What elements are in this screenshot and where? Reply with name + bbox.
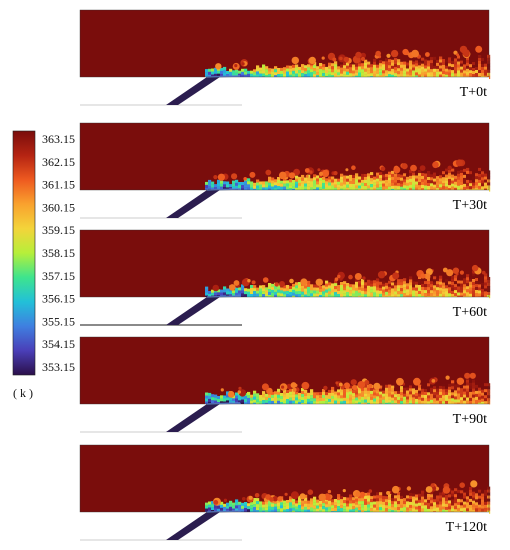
panels: T+0t T+30t T+60t T+90t T+120t (79, 9, 491, 543)
contour-panel: T+120t (79, 444, 491, 543)
time-label: T+0t (460, 85, 487, 100)
colorbar-tick-label: 357.15 (42, 269, 75, 283)
colorbar-tick-label: 358.15 (42, 246, 75, 260)
injector-duct (166, 404, 220, 432)
injector-duct (166, 190, 220, 218)
contour-panel: T+90t (79, 336, 491, 435)
colorbar-tick-label: 362.15 (42, 155, 75, 169)
colorbar-tick-label: 354.15 (42, 337, 75, 351)
injector-duct (166, 77, 220, 105)
colorbar-tick-label: 361.15 (42, 178, 75, 192)
colorbar-tick-label: 363.15 (42, 132, 75, 146)
colorbar-tick-labels: 363.15 362.15 361.15 360.15 359.15 358.15 357.… (42, 132, 75, 374)
colorbar-tick-label: 356.15 (42, 292, 75, 306)
colorbar-tick-label: 355.15 (42, 314, 75, 328)
colorbar-unit-label: ( k ) (13, 386, 33, 400)
contour-panel: T+60t (79, 229, 491, 328)
time-label: T+30t (453, 198, 487, 213)
colorbar-tick-label: 353.15 (42, 360, 75, 374)
mixing-layer (205, 480, 491, 516)
time-label: T+60t (453, 305, 487, 320)
time-label: T+90t (453, 412, 487, 427)
colorbar-tick-label: 360.15 (42, 200, 75, 214)
colorbar: 363.15 362.15 361.15 360.15 359.15 358.15 357.… (12, 130, 75, 400)
injector-duct (166, 297, 220, 325)
contour-panel: T+0t (79, 9, 491, 108)
mixing-layer (205, 264, 491, 301)
contour-panel: T+30t (79, 122, 491, 221)
colorbar-tick-label: 359.15 (42, 223, 75, 237)
time-label: T+120t (446, 520, 487, 535)
injector-duct (166, 512, 220, 540)
colorbar-gradient (12, 130, 36, 376)
mixing-layer (205, 372, 491, 408)
